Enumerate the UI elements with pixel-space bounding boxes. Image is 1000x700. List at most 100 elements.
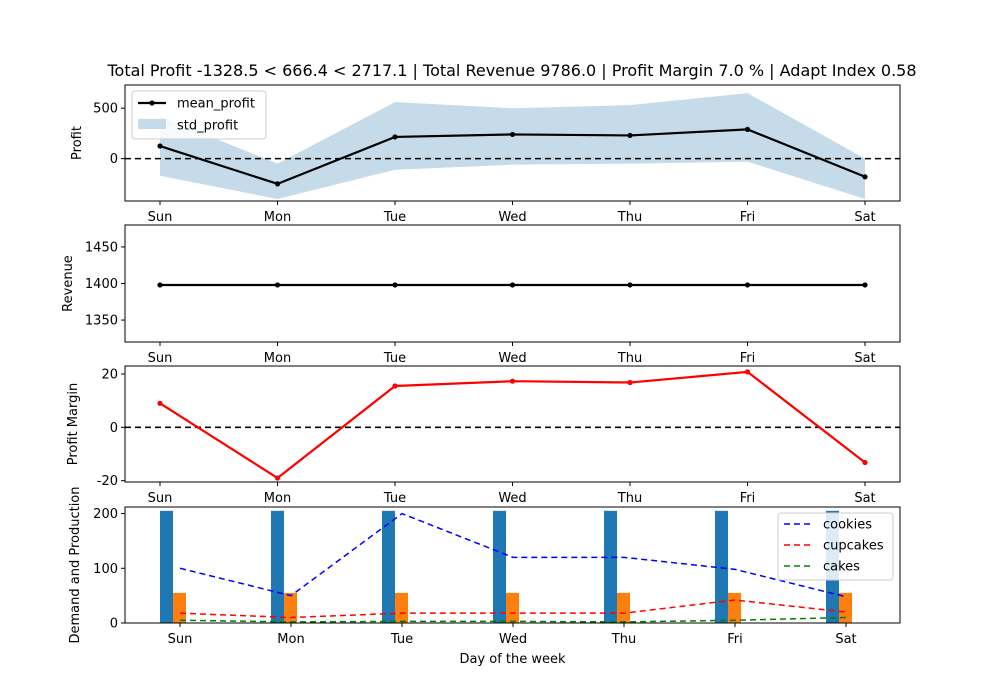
y-tick-label: 200 xyxy=(93,507,118,522)
x-tick-label: Sat xyxy=(854,210,875,225)
bar xyxy=(382,510,395,623)
x-tick-label: Wed xyxy=(499,632,527,647)
bar xyxy=(271,510,284,623)
x-tick-label: Tue xyxy=(390,632,413,647)
data-point xyxy=(157,282,163,288)
plot-area xyxy=(160,510,852,623)
bar xyxy=(284,592,297,623)
panel-3 xyxy=(121,365,901,486)
x-tick-label: Tue xyxy=(383,210,406,225)
x-tick-label: Mon xyxy=(264,491,291,506)
y-axis-label: Profit xyxy=(70,126,85,160)
series-line xyxy=(179,599,847,619)
data-point xyxy=(744,126,751,132)
x-tick-label: Thu xyxy=(611,632,636,647)
y-tick-label: 100 xyxy=(93,562,118,577)
x-tick-label: Fri xyxy=(727,632,743,647)
y-axis-label: Profit Margin xyxy=(66,383,81,465)
bar xyxy=(493,510,506,623)
y-tick-label: 20 xyxy=(101,368,118,383)
data-point xyxy=(744,282,751,288)
data-point xyxy=(509,131,516,138)
data-point xyxy=(392,383,398,389)
x-tick-label: Thu xyxy=(617,210,642,225)
x-tick-label: Thu xyxy=(617,351,642,366)
bar xyxy=(604,510,617,623)
data-point xyxy=(157,143,163,149)
legend-label: cupcakes xyxy=(823,539,884,554)
x-tick-label: Sat xyxy=(854,491,875,506)
x-tick-label: Wed xyxy=(498,351,526,366)
panel-1 xyxy=(121,84,901,205)
y-tick-label: 0 xyxy=(110,152,118,167)
y-tick-label: 1450 xyxy=(85,240,118,255)
data-point xyxy=(274,181,281,187)
plot-area xyxy=(125,369,900,481)
data-point xyxy=(862,459,868,466)
x-tick-label: Mon xyxy=(277,632,304,647)
bar xyxy=(617,592,630,623)
x-tick-label: Fri xyxy=(740,351,756,366)
x-tick-label: Sat xyxy=(854,351,875,366)
x-tick-label: Sun xyxy=(148,491,173,506)
data-point xyxy=(862,282,868,288)
x-tick-label: Mon xyxy=(264,351,291,366)
y-tick-label: 0 xyxy=(110,421,118,436)
data-point xyxy=(744,369,751,375)
panel-2 xyxy=(121,224,901,346)
legend-swatch xyxy=(138,119,166,129)
x-tick-label: Sun xyxy=(148,210,173,225)
x-tick-label: Tue xyxy=(383,351,406,366)
data-point xyxy=(157,400,163,406)
bar xyxy=(395,592,408,623)
y-tick-label: 0 xyxy=(110,617,118,632)
legend-label: cookies xyxy=(823,518,872,533)
data-point xyxy=(627,132,633,139)
bar xyxy=(506,592,519,623)
x-tick-label: Tue xyxy=(383,491,406,506)
legend-label: cakes xyxy=(823,560,860,575)
series-line xyxy=(179,512,847,598)
x-tick-label: Sat xyxy=(835,632,856,647)
figure-title: Total Profit -1328.5 < 666.4 < 2717.1 | … xyxy=(106,61,916,80)
y-axis-label: Revenue xyxy=(61,255,76,312)
y-axis-label: Demand and Production xyxy=(68,486,83,643)
y-tick-label: 1350 xyxy=(85,314,118,329)
plot-area xyxy=(157,282,868,288)
series-line xyxy=(159,370,866,480)
data-point xyxy=(392,282,398,288)
std-band xyxy=(160,93,865,199)
data-point xyxy=(627,379,633,386)
data-point xyxy=(274,282,281,288)
x-tick-label: Fri xyxy=(740,210,756,225)
y-tick-label: 500 xyxy=(93,102,118,117)
legend-box xyxy=(777,512,894,581)
data-point xyxy=(274,475,281,481)
y-tick-label: 1400 xyxy=(85,277,118,292)
y-tick-label: -20 xyxy=(97,474,118,489)
data-point xyxy=(392,134,398,140)
bar xyxy=(715,510,728,623)
bar xyxy=(173,592,186,623)
x-tick-label: Fri xyxy=(740,491,756,506)
x-tick-label: Sun xyxy=(148,351,173,366)
legend-label: mean_profit xyxy=(177,97,255,112)
bar xyxy=(728,592,741,623)
x-tick-label: Thu xyxy=(617,491,642,506)
x-tick-label: Wed xyxy=(498,210,526,225)
x-axis-label: Day of the week xyxy=(459,652,566,667)
panel-4 xyxy=(121,506,901,627)
legend-label: std_profit xyxy=(177,119,238,134)
data-point xyxy=(509,378,516,384)
data-point xyxy=(509,282,516,288)
series-line xyxy=(179,616,847,623)
legend-marker xyxy=(149,100,155,106)
x-tick-label: Wed xyxy=(498,491,526,506)
data-point xyxy=(627,282,633,288)
x-tick-label: Sun xyxy=(168,632,193,647)
plot-area xyxy=(125,93,900,199)
bar xyxy=(839,592,852,623)
x-tick-label: Mon xyxy=(264,210,291,225)
data-point xyxy=(862,174,868,180)
